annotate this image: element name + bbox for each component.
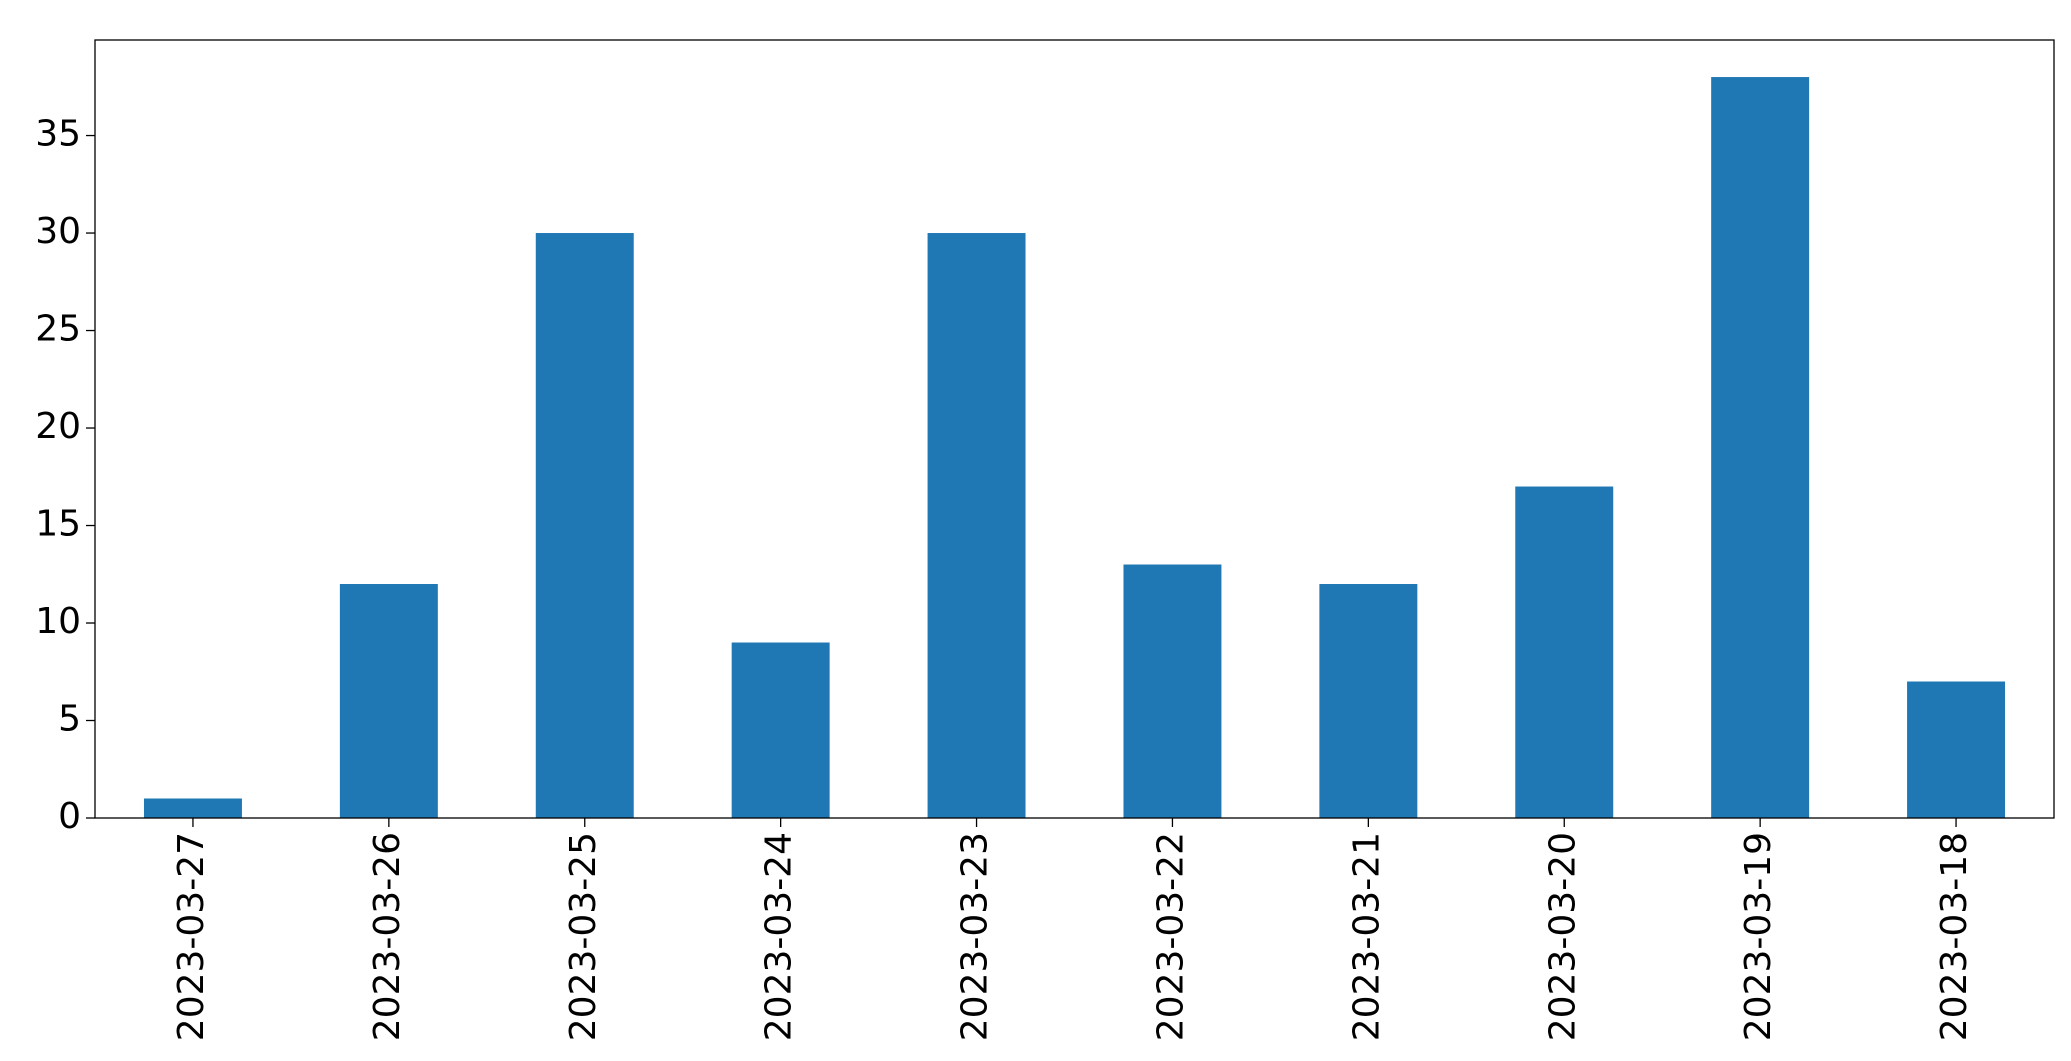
x-tick-label: 2023-03-23 xyxy=(955,832,996,1041)
x-tick-label: 2023-03-21 xyxy=(1346,832,1387,1041)
bar xyxy=(1907,681,2006,818)
x-tick-label: 2023-03-18 xyxy=(1934,832,1975,1041)
x-tick-label: 2023-03-27 xyxy=(171,832,212,1041)
bar xyxy=(1319,584,1418,818)
bar xyxy=(339,584,438,818)
x-tick-label: 2023-03-26 xyxy=(367,832,408,1041)
bar xyxy=(1123,564,1222,818)
y-tick-label: 5 xyxy=(58,699,81,740)
bar xyxy=(143,798,242,818)
bar xyxy=(1711,77,1810,819)
y-tick-label: 30 xyxy=(35,211,81,252)
x-tick-label: 2023-03-25 xyxy=(563,832,604,1041)
y-tick-label: 10 xyxy=(35,601,81,642)
bar xyxy=(731,642,830,818)
y-tick-label: 0 xyxy=(58,796,81,837)
x-tick-label: 2023-03-20 xyxy=(1542,832,1583,1041)
y-tick-label: 25 xyxy=(35,309,81,350)
plot-frame xyxy=(94,39,2055,819)
x-tick-label: 2023-03-19 xyxy=(1738,832,1779,1041)
x-tick-label: 2023-03-22 xyxy=(1150,832,1191,1041)
bar xyxy=(927,233,1026,818)
y-tick-label: 20 xyxy=(35,406,81,447)
y-tick-label: 35 xyxy=(35,114,81,155)
bar xyxy=(535,233,634,818)
x-tick-label: 2023-03-24 xyxy=(759,832,800,1041)
y-tick-label: 15 xyxy=(35,504,81,545)
bar xyxy=(1515,486,1614,818)
